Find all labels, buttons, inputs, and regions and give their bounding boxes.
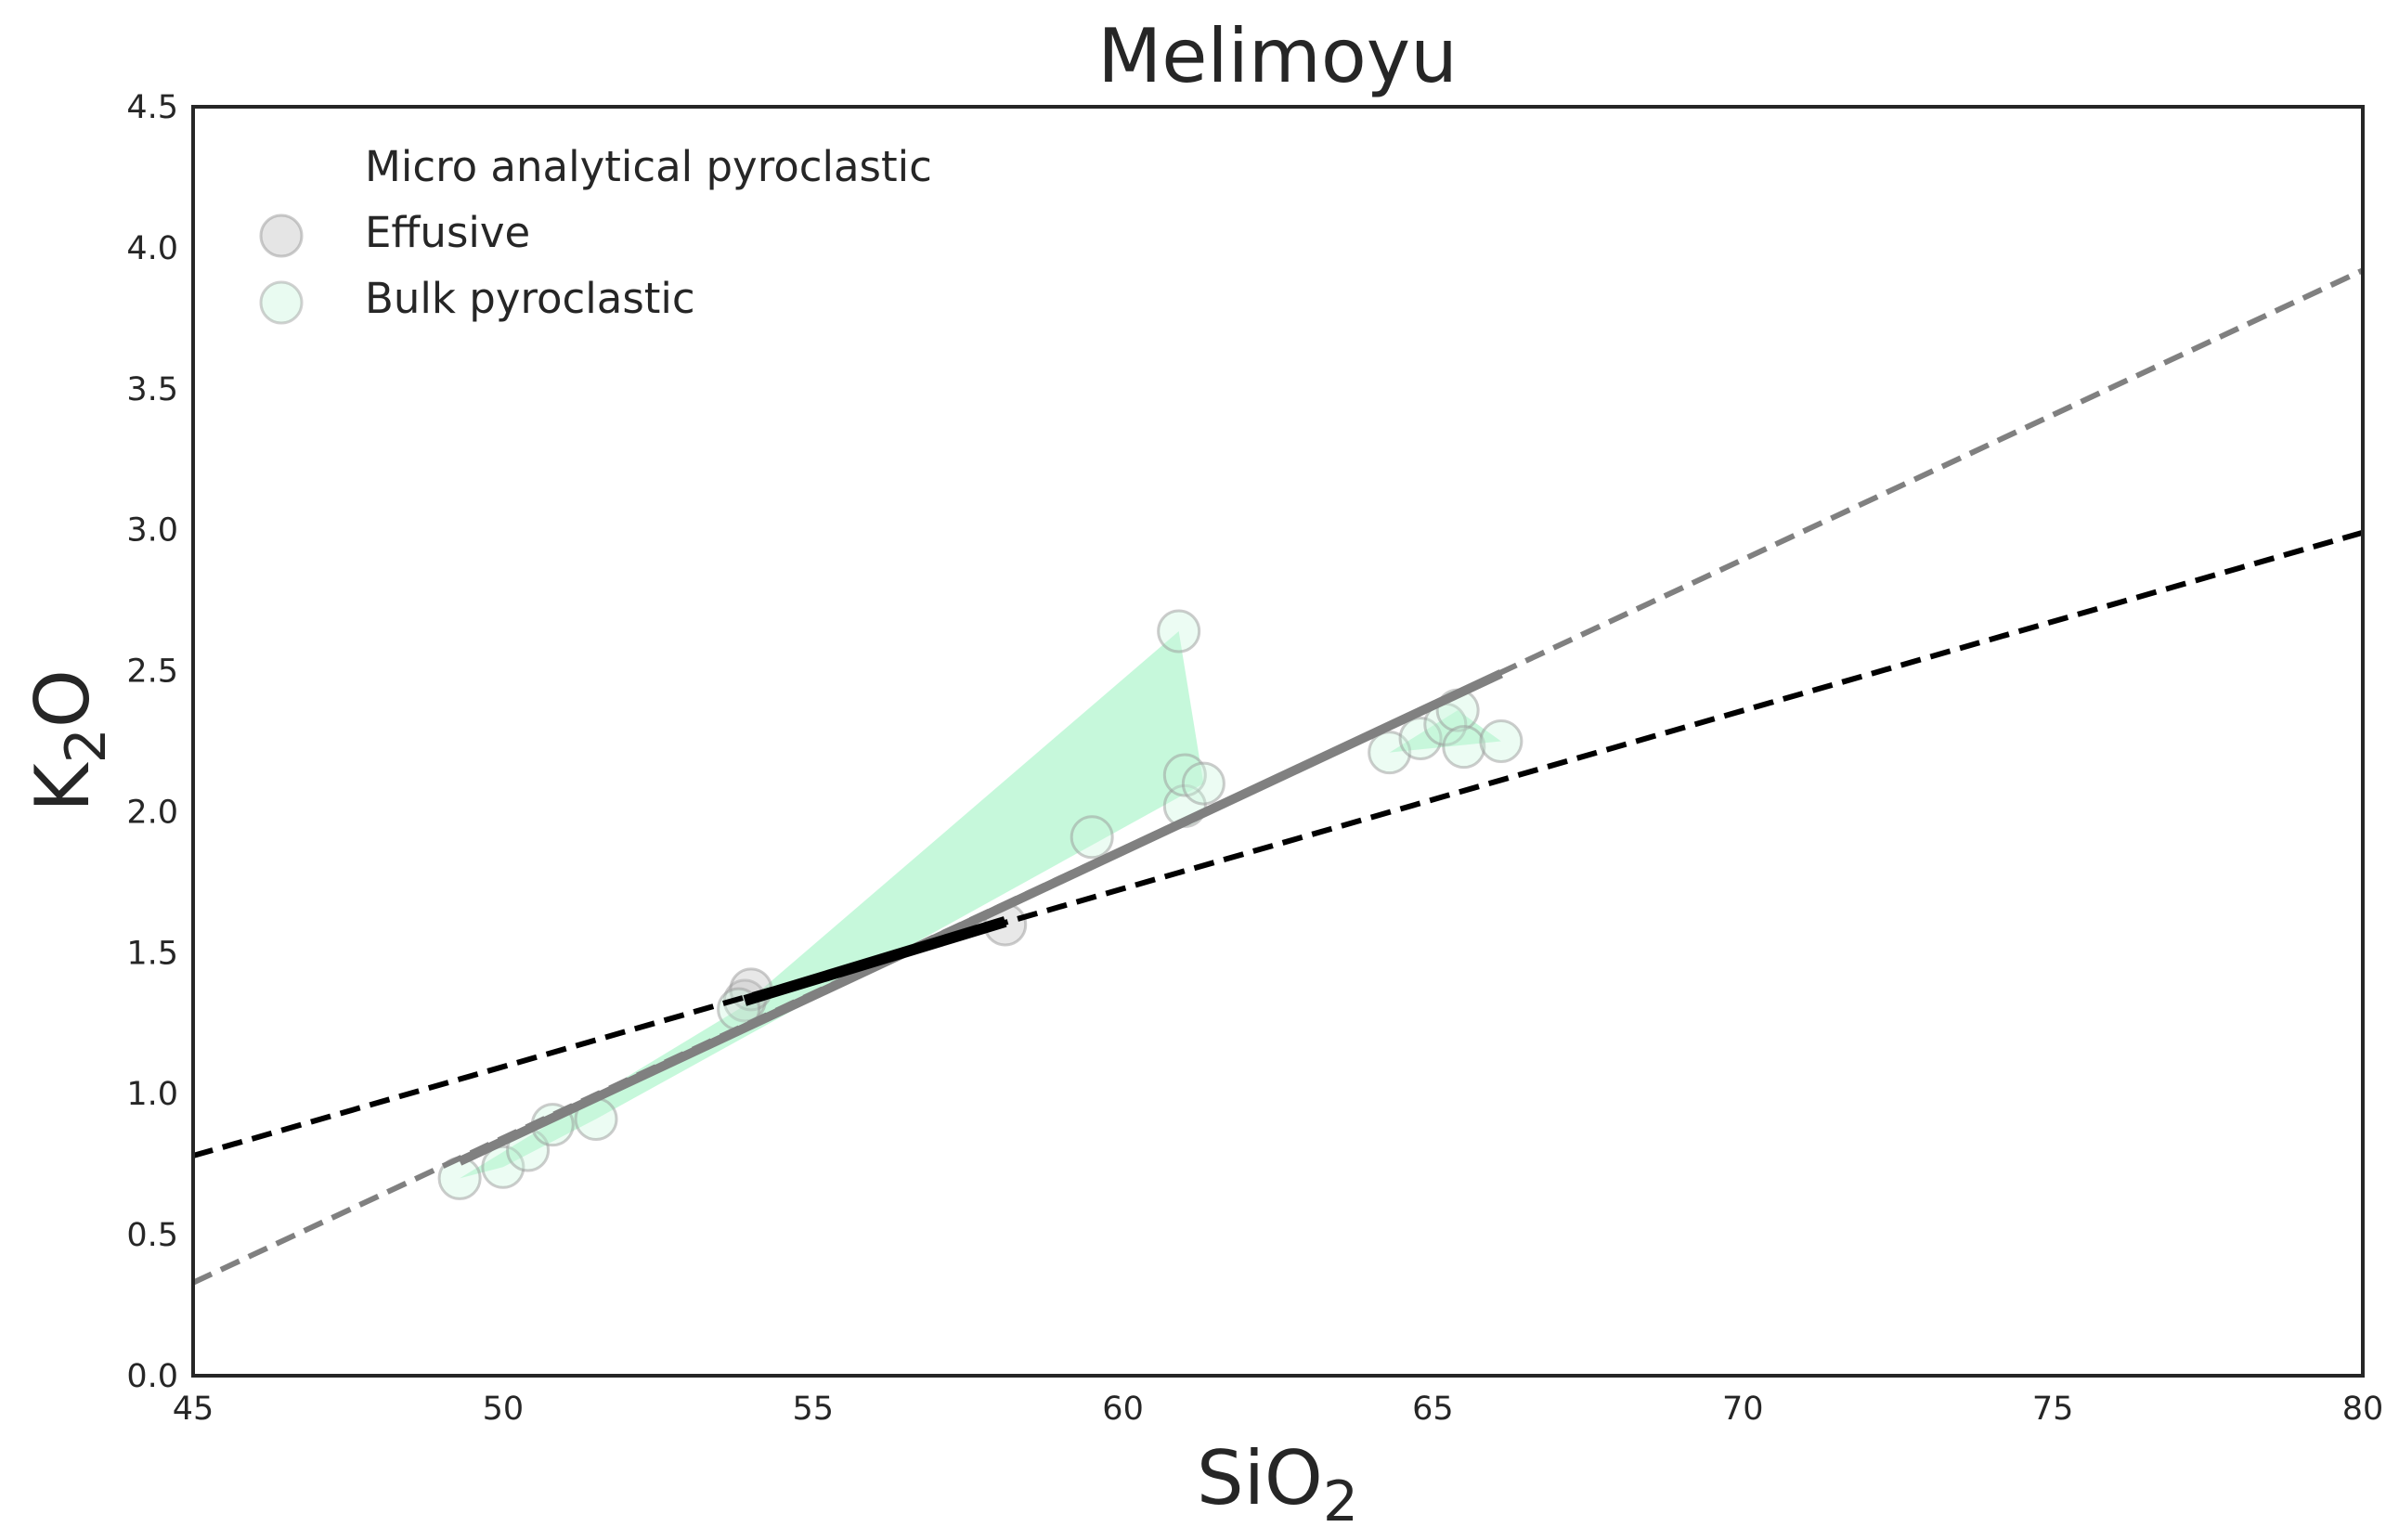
- y-tick-label-0: 0.0: [126, 1358, 178, 1395]
- y-tick-label-9: 4.5: [126, 89, 178, 126]
- x-tick-label-0: 45: [173, 1391, 214, 1428]
- y-tick-label-4: 2.0: [126, 794, 178, 831]
- legend-marker-bulk: [259, 280, 304, 325]
- x-tick-label-5: 70: [1722, 1391, 1764, 1428]
- bulk-point-12: [1398, 716, 1443, 760]
- y-axis-label-tail: O: [19, 669, 106, 728]
- bulk-point-16: [1479, 719, 1524, 763]
- effusive-fit-line: [743, 916, 1007, 1006]
- y-axis-label-sub: 2: [54, 728, 119, 763]
- plot-frame: [191, 105, 2365, 1378]
- bulk-hull-1: [1389, 710, 1501, 753]
- x-tick-label-1: 50: [483, 1391, 525, 1428]
- y-tick-label-5: 2.5: [126, 654, 178, 691]
- legend: Micro analytical pyroclastic Effusive Bu…: [259, 142, 932, 325]
- effusive-trend-dashed: [192, 529, 2364, 1158]
- y-tick-label-8: 4.0: [126, 230, 178, 267]
- y-axis-label: K2O: [19, 669, 119, 812]
- bulk-point-1: [481, 1145, 525, 1189]
- line-layer: [191, 267, 2365, 1286]
- x-tick-label-7: 80: [2342, 1391, 2384, 1428]
- x-axis-label: SiO2: [1197, 1435, 1358, 1534]
- y-axis-label-main: K: [19, 761, 106, 812]
- x-tick-label-3: 60: [1102, 1391, 1144, 1428]
- x-axis-label-main: SiO: [1197, 1435, 1323, 1521]
- x-tick-label-4: 65: [1412, 1391, 1454, 1428]
- x-axis-ticks: 45 50 55 60 65 70 75 80: [173, 1391, 2384, 1428]
- bulk-point-15: [1442, 725, 1486, 770]
- bulk-hull-0: [460, 631, 1204, 1179]
- y-axis-ticks: 0.0 0.5 1.0 1.5 2.0 2.5 3.0 3.5 4.0 4.5: [126, 89, 178, 1395]
- y-tick-label-7: 3.5: [126, 371, 178, 408]
- y-tick-label-3: 1.5: [126, 935, 178, 972]
- x-tick-label-6: 75: [2032, 1391, 2074, 1428]
- x-axis-label-sub: 2: [1323, 1469, 1358, 1534]
- y-tick-label-6: 3.0: [126, 512, 178, 550]
- y-tick-label-2: 1.0: [126, 1076, 178, 1113]
- chart-title: Melimoyu: [1097, 13, 1458, 99]
- legend-label-micro: Micro analytical pyroclastic: [365, 142, 932, 191]
- x-tick-label-2: 55: [792, 1391, 834, 1428]
- legend-label-effusive: Effusive: [365, 208, 530, 257]
- legend-label-bulk: Bulk pyroclastic: [365, 274, 695, 323]
- hull-layer: [460, 631, 1501, 1179]
- bulk-point-10: [1181, 761, 1225, 806]
- bulk-point-7: [1157, 609, 1201, 654]
- y-tick-label-1: 0.5: [126, 1217, 178, 1254]
- bulk-fit-line: [457, 669, 1503, 1166]
- legend-marker-effusive: [259, 214, 304, 258]
- bulk-point-6: [1070, 815, 1114, 860]
